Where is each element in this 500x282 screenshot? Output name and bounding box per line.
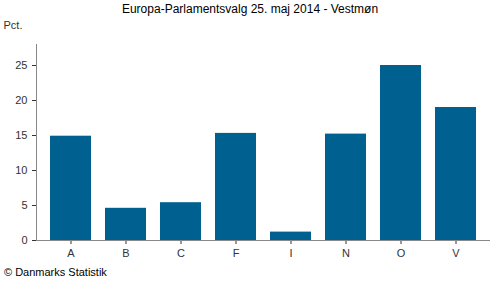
svg-text:A: A xyxy=(67,247,75,259)
svg-text:0: 0 xyxy=(21,234,27,246)
svg-text:Pct.: Pct. xyxy=(4,19,23,31)
svg-text:I: I xyxy=(289,247,292,259)
svg-text:O: O xyxy=(397,247,406,259)
svg-text:B: B xyxy=(122,247,129,259)
svg-text:5: 5 xyxy=(21,199,27,211)
svg-text:N: N xyxy=(342,247,350,259)
svg-text:C: C xyxy=(177,247,185,259)
svg-text:25: 25 xyxy=(15,59,27,71)
svg-text:V: V xyxy=(452,247,460,259)
html-text:Europa-Parlamentsvalg 25. maj: Europa-Parlamentsvalg 25. maj 2014 - Ves… xyxy=(121,2,379,16)
svg-text:F: F xyxy=(233,247,240,259)
svg-text:10: 10 xyxy=(15,164,27,176)
svg-text:20: 20 xyxy=(15,94,27,106)
svg-text:15: 15 xyxy=(15,129,27,141)
html-text:© Danmarks Statistik: © Danmarks Statistik xyxy=(4,266,107,278)
